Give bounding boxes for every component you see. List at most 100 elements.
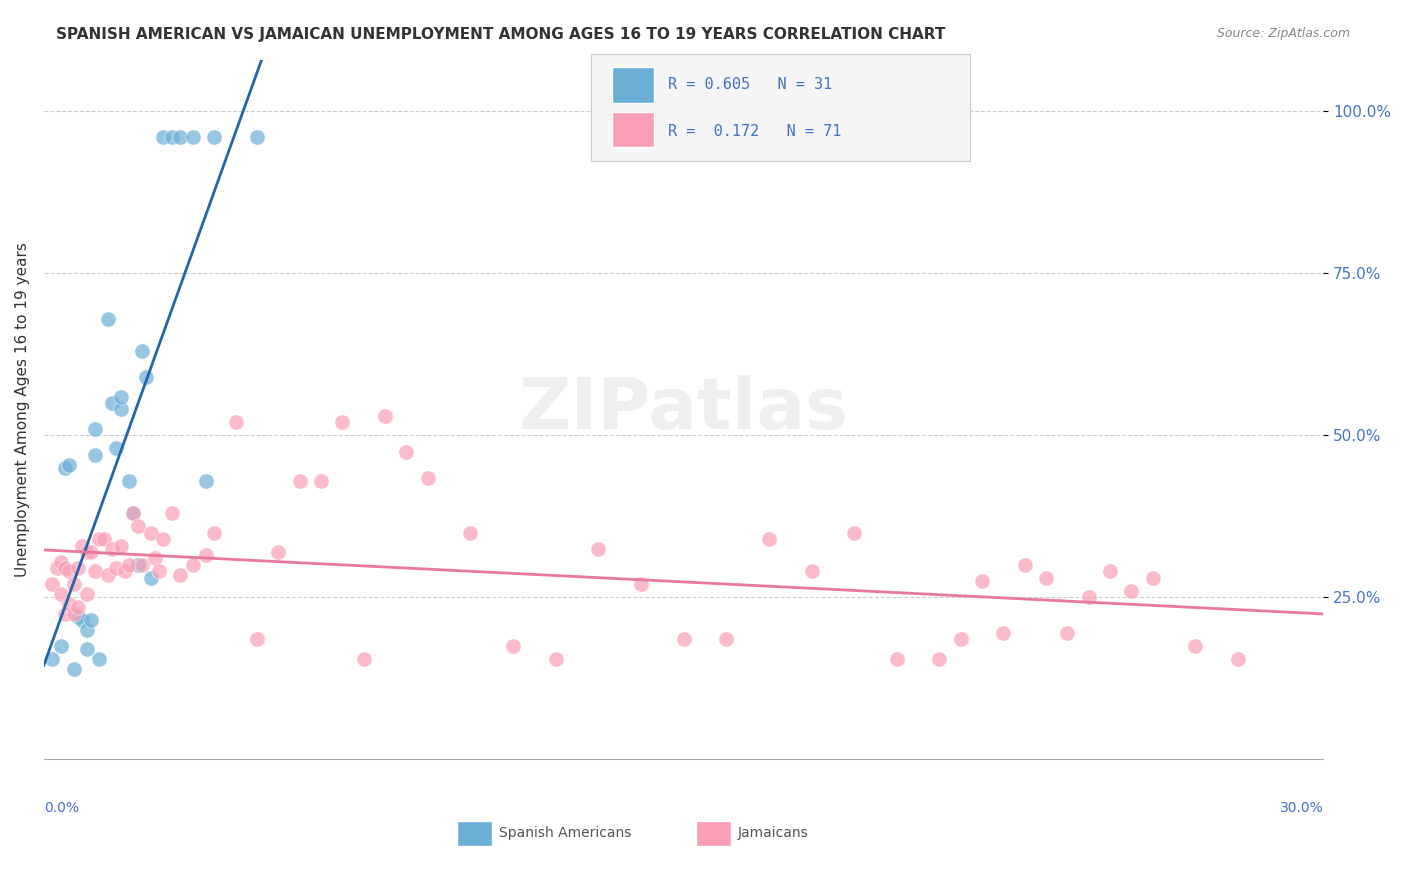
Point [716,632,738,647]
Point [84,422,107,436]
Point [169,567,191,582]
Point [225,416,247,430]
Point [204,525,226,540]
Point [246,130,269,145]
Point [110,402,132,417]
Point [53,607,76,621]
Point [460,525,482,540]
Point [76,587,98,601]
Point [1142,571,1164,585]
Point [122,506,145,520]
Point [66,600,89,615]
Point [76,642,98,657]
Text: ZIPatlas: ZIPatlas [519,375,849,444]
Point [502,639,524,653]
Point [630,577,652,591]
Point [72,539,94,553]
Point [101,396,124,410]
Point [374,409,396,423]
Point [672,632,695,647]
Point [1035,571,1057,585]
Point [84,448,107,462]
Point [76,545,98,559]
Text: SPANISH AMERICAN VS JAMAICAN UNEMPLOYMENT AMONG AGES 16 TO 19 YEARS CORRELATION : SPANISH AMERICAN VS JAMAICAN UNEMPLOYMEN… [56,27,946,42]
Point [800,565,823,579]
Point [1227,652,1250,666]
Point [972,574,994,589]
Point [395,444,418,458]
Point [49,555,72,569]
Point [105,561,128,575]
Point [160,130,183,145]
Point [139,525,162,540]
Point [127,558,149,572]
Point [105,442,128,456]
Point [246,632,269,647]
Point [122,506,145,520]
Point [152,130,174,145]
Point [758,532,780,546]
Point [58,458,80,472]
Point [118,558,141,572]
Point [62,662,84,676]
Point [416,470,439,484]
Point [62,607,84,621]
Point [66,561,89,575]
Text: 0.0%: 0.0% [44,801,79,815]
Point [72,613,94,627]
Point [66,609,89,624]
Point [101,541,124,556]
Point [41,652,63,666]
Text: R = 0.605   N = 31: R = 0.605 N = 31 [668,78,832,92]
Point [97,311,120,326]
Point [62,577,84,591]
Point [588,541,610,556]
Point [131,344,153,359]
Point [131,558,153,572]
Point [928,652,950,666]
Text: Jamaicans: Jamaicans [738,826,808,840]
Point [76,623,98,637]
Point [993,626,1015,640]
Point [110,390,132,404]
Point [332,416,354,430]
Text: Spanish Americans: Spanish Americans [499,826,631,840]
Point [204,130,226,145]
Point [89,532,111,546]
Point [93,532,115,546]
Point [127,519,149,533]
Point [80,613,103,627]
Point [45,561,67,575]
Point [58,565,80,579]
Text: Source: ZipAtlas.com: Source: ZipAtlas.com [1216,27,1350,40]
Point [886,652,908,666]
Point [288,474,311,488]
Point [160,506,183,520]
Point [309,474,332,488]
Point [139,571,162,585]
Point [49,639,72,653]
Point [169,130,191,145]
Point [1121,583,1143,598]
Point [544,652,567,666]
Point [1056,626,1078,640]
Point [53,460,76,475]
Point [353,652,375,666]
Point [949,632,972,647]
Point [58,597,80,611]
Point [143,551,166,566]
Point [49,587,72,601]
Point [844,525,866,540]
Point [89,652,111,666]
Y-axis label: Unemployment Among Ages 16 to 19 years: Unemployment Among Ages 16 to 19 years [15,242,30,577]
Point [1184,639,1206,653]
Point [80,545,103,559]
Point [181,558,204,572]
Point [84,565,107,579]
Text: R =  0.172   N = 71: R = 0.172 N = 71 [668,124,841,138]
Text: 30.0%: 30.0% [1279,801,1323,815]
Point [53,561,76,575]
Point [267,545,290,559]
Point [194,474,217,488]
Point [135,370,157,384]
